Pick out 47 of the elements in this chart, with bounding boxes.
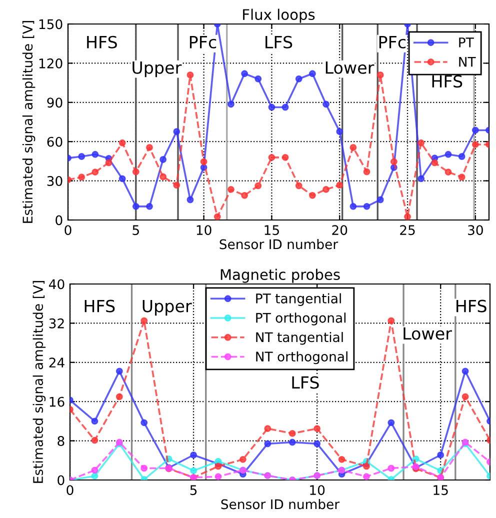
- y-tick-label: 16: [50, 396, 64, 407]
- y-axis-title: Estimated signal amplitude [V]: [32, 281, 46, 483]
- x-axis-title: Sensor ID number: [221, 499, 340, 510]
- x-tick-label: 5: [190, 485, 197, 496]
- y-tick-label: 90: [47, 98, 62, 108]
- legend-label: NT tangential: [256, 332, 343, 345]
- x-tick-label: 15: [434, 485, 448, 496]
- legend-label: NT orthogonal: [256, 351, 348, 364]
- y-axis-title: Estimated signal amplitude [V]: [22, 21, 36, 223]
- x-tick-label: 0: [64, 225, 72, 236]
- x-tick-label: 10: [310, 485, 325, 496]
- annotation: PFc: [190, 36, 216, 48]
- chart-title: Magnetic probes: [220, 268, 340, 283]
- y-tick-label: 40: [48, 279, 64, 290]
- x-tick-label: 20: [332, 225, 348, 236]
- y-tick-label: 24: [49, 358, 64, 368]
- annotation: HFS: [84, 300, 115, 312]
- x-tick-label: 25: [400, 225, 415, 236]
- x-tick-label: 15: [264, 225, 279, 236]
- annotation: Upper: [142, 300, 192, 316]
- y-tick-label: 150: [39, 19, 62, 30]
- y-tick-label: 60: [47, 136, 62, 147]
- y-tick-label: 30: [47, 176, 62, 186]
- y-tick-label: 32: [49, 318, 64, 328]
- annotation: Lower: [326, 62, 374, 74]
- y-tick-label: 0: [56, 215, 62, 226]
- annotation: Lower: [404, 327, 452, 340]
- x-tick-label: 10: [196, 225, 212, 236]
- annotation: LFS: [266, 36, 292, 48]
- y-tick-label: 8: [58, 436, 64, 446]
- annotation: LFS: [292, 376, 319, 389]
- x-tick-label: 30: [468, 225, 483, 236]
- annotation: PFc: [379, 36, 406, 48]
- legend-label: NT: [459, 56, 476, 67]
- chart-title: Flux loops: [243, 8, 315, 23]
- legend-label: PT orthogonal: [256, 312, 346, 326]
- x-tick-label: 5: [132, 225, 139, 236]
- y-tick-label: 0: [58, 475, 64, 486]
- x-axis-title: Sensor ID number: [220, 239, 338, 250]
- annotation: Upper: [132, 62, 182, 78]
- x-tick-label: 0: [66, 485, 74, 496]
- legend-label: PT: [459, 38, 474, 48]
- annotation: HFS: [456, 300, 486, 312]
- annotation: HFS: [432, 75, 462, 88]
- legend-label: PT tangential: [256, 293, 341, 306]
- y-tick-label: 120: [39, 58, 62, 68]
- annotation: HFS: [87, 36, 117, 48]
